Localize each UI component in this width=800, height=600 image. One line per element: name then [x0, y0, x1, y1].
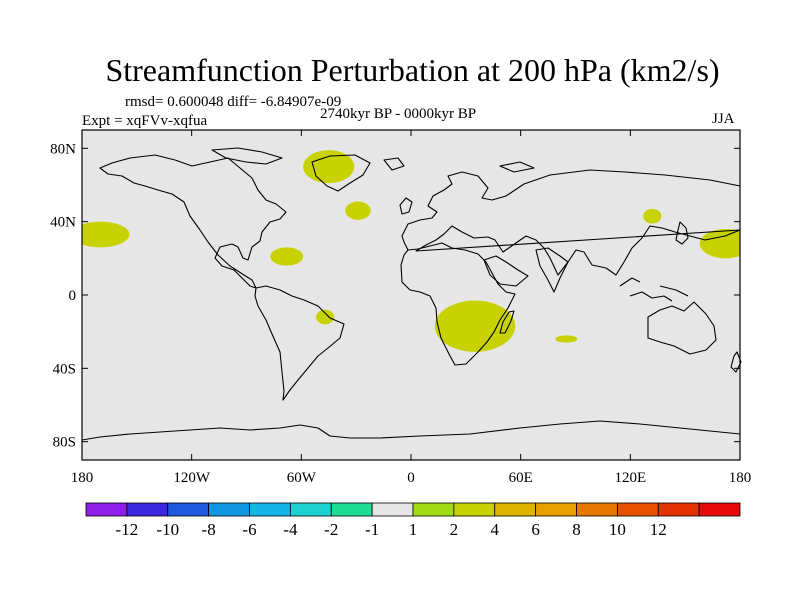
anomaly-east-asia-positive: [643, 208, 662, 224]
lon-tick-label: 120E: [614, 470, 646, 486]
lat-tick-label: 80S: [53, 435, 76, 451]
colorbar-swatch: [535, 502, 577, 517]
colorbar-label: 1: [409, 520, 418, 539]
coastline-eurasia: [401, 169, 741, 276]
lon-tick-label: 180: [71, 470, 94, 486]
colorbar-label: -10: [156, 520, 179, 539]
coastline-arabia: [483, 255, 529, 287]
colorbar-swatch: [208, 502, 250, 517]
anomaly-south-indian-negative: [509, 379, 539, 398]
colorbar-swatch: [494, 502, 537, 517]
colorbar-swatch: [126, 502, 169, 517]
colorbar-label: -8: [202, 520, 216, 539]
colorbar-swatch: [657, 502, 700, 517]
map-axes: 80N 40N 0 40S 80S 180 120W 60W 0 60E 120E 180: [50, 130, 751, 486]
anomaly-southern-africa-positive: [434, 300, 516, 352]
colorbar: -12 -10 -8 -6 -4 -2 -1 1 2 4 6 8 10 12: [85, 502, 741, 539]
colorbar-label: -12: [116, 520, 139, 539]
map-title: Streamfunction Perturbation at 200 hPa (…: [105, 52, 720, 88]
colorbar-swatch: [167, 502, 210, 517]
anomaly-north-pacific-west-positive: [82, 221, 130, 248]
coastline-indonesia: [619, 277, 689, 302]
field-background: [82, 130, 740, 460]
anomaly-south-pacific-negative: [82, 293, 125, 327]
colorbar-label: 2: [450, 520, 459, 539]
colorbar-label: 6: [531, 520, 540, 539]
anomaly-north-pacific-east-positive: [699, 229, 740, 259]
season-label: JJA: [712, 111, 735, 127]
coastline-uk: [399, 197, 413, 215]
coastline-india: [535, 247, 569, 293]
colorbar-swatch: [698, 502, 741, 517]
coastline-australia: [647, 301, 717, 355]
lon-tick-label: 60E: [509, 470, 533, 486]
coastline-japan: [675, 221, 689, 245]
coastline-greenland: [311, 154, 371, 192]
colorbar-label: 10: [609, 520, 626, 539]
colorbar-swatch: [249, 502, 291, 517]
coastline-antarctica: [81, 420, 741, 441]
colorbar-swatch: [616, 502, 659, 517]
coastline-north-america: [99, 154, 287, 289]
anomaly-scandinavia-negative: [423, 163, 490, 196]
colorbar-label: -6: [242, 520, 256, 539]
anomaly-madagascar-positive: [555, 335, 578, 343]
colorbar-swatch: [289, 502, 332, 517]
colorbar-label: 4: [491, 520, 500, 539]
lon-tick-label: 60W: [287, 470, 317, 486]
colorbar-swatch: [453, 502, 496, 517]
colorbar-swatch: [576, 502, 618, 517]
colorbar-swatch: [412, 502, 455, 517]
anomaly-sahara-negative: [396, 249, 419, 264]
period-label: 2740kyr BP - 0000kyr BP: [320, 106, 477, 122]
lat-tick-label: 40S: [53, 361, 76, 377]
anomaly-north-america-negative: [164, 216, 227, 253]
lat-tick-label: 80N: [50, 141, 76, 157]
experiment-label: Expt = xqFVv-xqfua: [82, 113, 208, 129]
coastlines-layer: [81, 147, 742, 441]
coastline-south-america: [254, 285, 345, 401]
coastline-africa: [400, 242, 516, 366]
lon-tick-label: 0: [407, 470, 415, 486]
colorbar-label: -2: [324, 520, 338, 539]
coastline-madagascar: [499, 310, 515, 334]
anomaly-north-atlantic-positive: [345, 201, 371, 220]
anomaly-south-atlantic-negative: [372, 326, 421, 363]
colorbar-label: 8: [572, 520, 581, 539]
colorbar-swatch: [371, 502, 414, 517]
colorbar-swatch: [85, 502, 128, 517]
colorbar-label: -1: [365, 520, 379, 539]
lon-tick-label: 120W: [173, 470, 211, 486]
colorbar-label: 12: [650, 520, 667, 539]
lon-tick-label: 180: [729, 470, 752, 486]
lat-tick-label: 40N: [50, 215, 76, 231]
anomaly-caribbean-positive: [270, 247, 304, 266]
anomaly-brazil-positive: [315, 309, 335, 325]
field-layer: [82, 130, 740, 460]
colorbar-label: -4: [283, 520, 298, 539]
colorbar-swatch: [330, 502, 373, 517]
stats-subtitle: rmsd= 0.600048 diff= -6.84907e-09: [125, 94, 342, 110]
coastline-arctic-islands: [211, 147, 535, 173]
anomaly-group: [82, 150, 740, 398]
lat-tick-label: 0: [69, 288, 77, 304]
